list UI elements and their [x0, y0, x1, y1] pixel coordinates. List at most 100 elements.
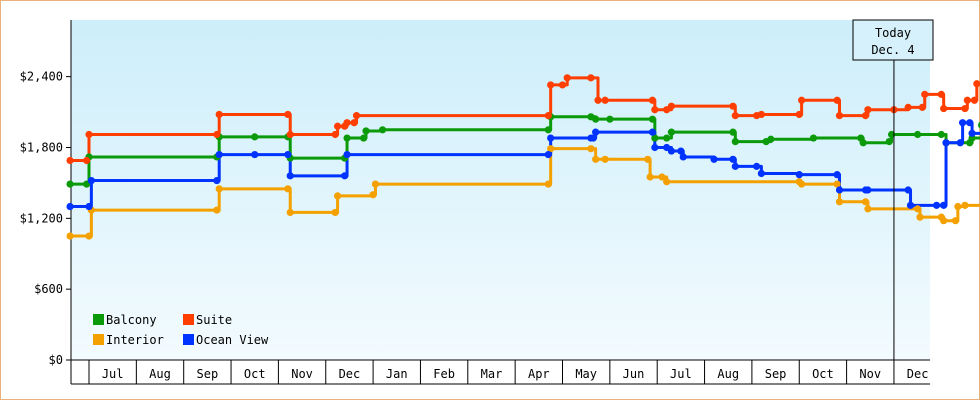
data-point-suite [587, 74, 595, 82]
data-point-balcony [885, 137, 893, 146]
data-point-ocean-view [251, 150, 259, 159]
today-label: Today [875, 26, 911, 40]
today-date: Dec. 4 [871, 43, 914, 57]
x-month-label: Nov [291, 367, 313, 381]
y-tick-label: $1,800 [20, 141, 63, 155]
data-point-suite [350, 119, 358, 127]
data-point-ocean-view [213, 176, 221, 185]
y-tick-label: $2,400 [20, 70, 63, 84]
data-point-ocean-view [592, 128, 600, 136]
data-point-suite [864, 106, 872, 114]
data-point-ocean-view [679, 153, 687, 161]
data-point-ocean-view [648, 128, 657, 136]
data-point-suite [961, 104, 969, 113]
data-point-interior [284, 185, 292, 193]
legend-swatch-ocean-view [183, 334, 194, 345]
data-point-interior [66, 232, 74, 240]
legend-swatch-balcony [93, 314, 104, 325]
data-point-interior [286, 208, 294, 217]
data-point-ocean-view [589, 134, 597, 142]
data-point-interior [601, 155, 609, 163]
data-point-suite [215, 110, 223, 119]
data-point-ocean-view [956, 139, 964, 147]
data-point-interior [961, 201, 969, 209]
data-point-suite [921, 90, 929, 98]
legend-label-suite: Suite [196, 313, 232, 327]
data-point-interior [861, 198, 870, 206]
data-point-balcony [914, 130, 922, 139]
data-point-interior [331, 208, 339, 217]
data-point-interior [369, 191, 377, 199]
legend-label-interior: Interior [106, 333, 164, 347]
data-point-ocean-view [959, 119, 967, 127]
data-point-balcony [606, 115, 614, 123]
data-point-suite [66, 156, 74, 165]
data-point-ocean-view [710, 155, 718, 163]
data-point-balcony [360, 134, 368, 142]
data-point-suite [563, 74, 571, 82]
data-point-balcony [648, 115, 657, 123]
data-point-interior [663, 178, 671, 186]
data-point-suite [729, 102, 737, 110]
data-point-balcony [809, 134, 818, 142]
data-point-interior [914, 205, 922, 213]
data-point-suite [343, 119, 351, 127]
data-point-suite [594, 96, 602, 104]
data-point-ocean-view [864, 186, 872, 194]
y-tick-label: $0 [49, 353, 63, 367]
y-tick-label: $1,200 [20, 211, 63, 225]
data-point-suite [667, 102, 676, 110]
data-point-suite [795, 110, 803, 119]
data-point-ocean-view [795, 171, 803, 179]
data-point-suite [331, 130, 339, 139]
data-point-interior [833, 180, 841, 188]
data-point-interior [916, 213, 924, 221]
data-point-suite [963, 96, 971, 104]
data-point-interior [798, 180, 806, 188]
data-point-balcony [663, 134, 671, 142]
data-point-suite [352, 112, 361, 120]
data-point-suite [558, 81, 567, 89]
data-point-suite [833, 96, 841, 104]
data-point-balcony [667, 128, 676, 136]
data-point-suite [601, 96, 609, 104]
data-point-ocean-view [904, 186, 912, 194]
data-point-ocean-view [215, 150, 223, 159]
data-point-suite [970, 96, 979, 104]
x-month-label: Jul [670, 367, 692, 381]
data-point-balcony [977, 121, 980, 129]
data-point-suite [648, 96, 657, 104]
data-point-interior [215, 185, 223, 193]
data-point-balcony [544, 126, 552, 134]
data-point-balcony [378, 126, 387, 134]
data-point-ocean-view [833, 171, 841, 179]
legend-swatch-interior [93, 334, 104, 345]
data-point-ocean-view [942, 139, 950, 147]
data-point-suite [286, 130, 294, 139]
data-point-ocean-view [651, 143, 659, 152]
data-point-ocean-view [835, 186, 844, 194]
data-point-balcony [251, 133, 259, 141]
data-point-ocean-view [677, 147, 685, 155]
data-point-interior [940, 217, 948, 225]
x-month-label: Jun [623, 367, 645, 381]
data-point-suite [333, 122, 342, 130]
x-month-label: Dec [907, 367, 929, 381]
x-month-label: Aug [149, 367, 171, 381]
data-point-ocean-view [667, 147, 676, 155]
today-box [852, 19, 934, 61]
legend-label-ocean-view: Ocean View [196, 333, 269, 347]
data-point-balcony [729, 128, 737, 136]
data-point-suite [798, 96, 806, 104]
data-point-suite [731, 112, 739, 120]
data-point-suite [973, 80, 980, 88]
data-point-balcony [731, 137, 739, 146]
data-point-suite [904, 103, 912, 111]
data-point-interior [592, 155, 600, 163]
data-point-ocean-view [731, 162, 739, 170]
data-point-suite [861, 112, 870, 120]
x-month-label: May [575, 367, 597, 381]
data-point-suite [940, 104, 948, 113]
x-month-label: Sep [765, 367, 787, 381]
